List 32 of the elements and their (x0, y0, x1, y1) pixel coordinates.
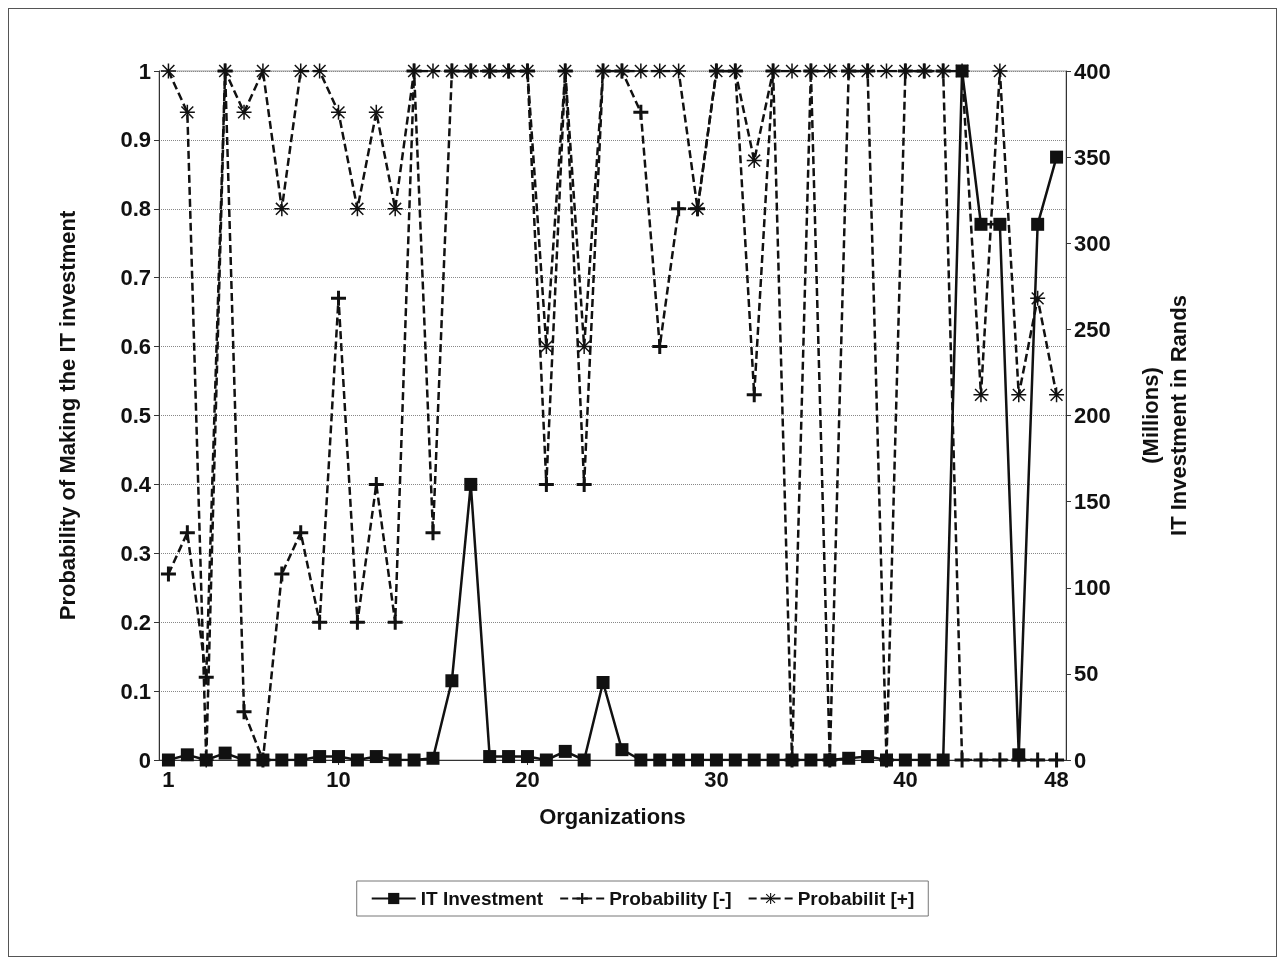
legend-label: Probability [-] (609, 888, 732, 909)
y2-tick-label: 100 (1074, 575, 1111, 601)
y2-axis-title: (Millions) IT Investment in Rands (1137, 295, 1191, 536)
x-tick-label: 48 (1044, 766, 1069, 792)
x-tick-label: 30 (704, 766, 729, 792)
y-tick-label: 0.1 (120, 678, 151, 704)
y-tick-label: 1 (138, 58, 151, 84)
y2-tick-label: 400 (1074, 58, 1111, 84)
y-tick-label: 0 (138, 747, 151, 773)
x-tick-label: 10 (326, 766, 351, 792)
y2-tick-label: 50 (1074, 661, 1099, 687)
y-axis-title: Probability of Making the IT investment (54, 210, 80, 621)
y2-tick-label: 0 (1074, 747, 1087, 773)
y-tick-label: 0.9 (120, 127, 151, 153)
y2-tick-label: 250 (1074, 316, 1111, 342)
y-tick-label: 0.7 (120, 265, 151, 291)
y-tick-label: 0.4 (120, 471, 152, 497)
y-tick-label: 0.5 (120, 403, 151, 428)
y-tick-label: 0.2 (120, 609, 151, 635)
x-tick-label: 20 (515, 766, 540, 792)
x-axis-title: Organizations (539, 803, 686, 829)
legend-label: Probabilit [+] (797, 888, 915, 909)
y2-tick-label: 200 (1074, 403, 1111, 428)
y-tick-label: 0.8 (120, 196, 151, 222)
y2-tick-label: 300 (1074, 230, 1111, 256)
x-tick-label: 1 (162, 766, 175, 792)
x-tick-label: 40 (893, 766, 918, 792)
legend-label: IT Investment (420, 888, 544, 909)
y2-tick-label: 150 (1074, 489, 1111, 515)
y2-tick-label: 350 (1074, 144, 1111, 170)
y-tick-label: 0.3 (120, 540, 151, 566)
y-tick-label: 0.6 (120, 334, 151, 360)
